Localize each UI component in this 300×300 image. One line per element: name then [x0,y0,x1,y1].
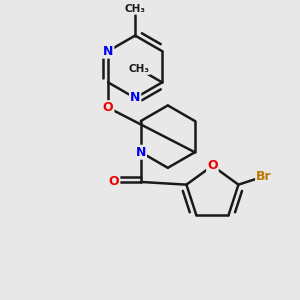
Text: O: O [109,176,119,188]
Text: N: N [136,146,146,159]
Text: Br: Br [256,170,272,183]
Text: N: N [130,92,140,104]
Text: O: O [207,159,218,172]
Text: CH₃: CH₃ [124,4,146,14]
Text: CH₃: CH₃ [128,64,149,74]
Text: N: N [103,45,113,58]
Text: O: O [103,101,113,114]
